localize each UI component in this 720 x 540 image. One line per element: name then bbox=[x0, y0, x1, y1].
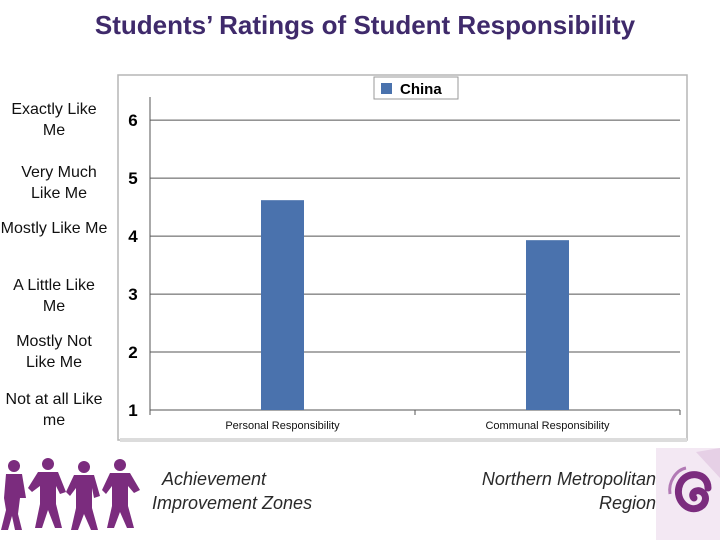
children-silhouette-logo bbox=[1, 458, 140, 530]
chart-frame-shadow bbox=[120, 438, 687, 442]
y-tick-label-3: 3 bbox=[128, 285, 137, 304]
x-tick-label-1: Communal Responsibility bbox=[485, 420, 610, 432]
footer-left-line1: Achievement bbox=[162, 469, 267, 489]
footer-right-text: Northern Metropolitan Region bbox=[440, 467, 656, 515]
footer-right-line1: Northern Metropolitan bbox=[481, 469, 656, 489]
chart-frame bbox=[117, 74, 688, 441]
rating-label-6: Exactly Like Me bbox=[11, 101, 97, 139]
legend-swatch-china bbox=[381, 83, 392, 94]
legend-label-china: China bbox=[400, 81, 442, 98]
bar-communal-responsibility bbox=[526, 240, 569, 410]
rating-label-4: Mostly Like Me bbox=[0, 220, 108, 237]
y-tick-label-4: 4 bbox=[128, 227, 138, 246]
bar-personal-responsibility bbox=[261, 200, 304, 410]
y-tick-label-1: 1 bbox=[128, 401, 137, 420]
rating-label-2: Mostly Not Like Me bbox=[16, 333, 92, 371]
rating-label-5: Very Much Like Me bbox=[21, 164, 97, 202]
y-tick-label-5: 5 bbox=[128, 169, 137, 188]
footer-left-text: Achievement Improvement Zones bbox=[152, 467, 312, 515]
legend-box bbox=[373, 76, 459, 100]
y-tick-label-2: 2 bbox=[128, 343, 137, 362]
x-tick-label-0: Personal Responsibility bbox=[225, 420, 340, 432]
swirl-logo bbox=[656, 448, 720, 540]
footer-right-line2: Region bbox=[598, 493, 656, 513]
slide-title: Students’ Ratings of Student Responsibil… bbox=[94, 10, 636, 40]
rating-label-1: Not at all Like me bbox=[5, 391, 103, 429]
rating-label-3: A Little Like Me bbox=[13, 277, 95, 315]
y-tick-label-6: 6 bbox=[128, 111, 137, 130]
footer-left-line2: Improvement Zones bbox=[152, 493, 313, 513]
